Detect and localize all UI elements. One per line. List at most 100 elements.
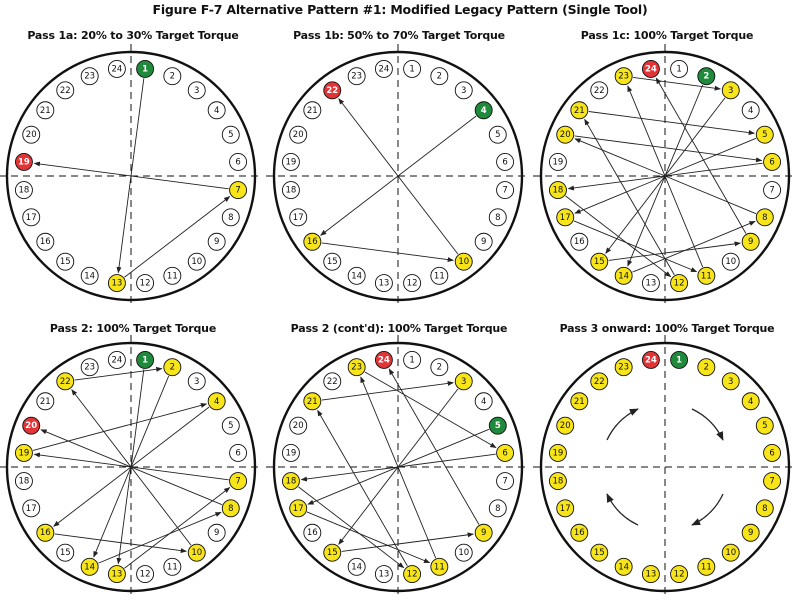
sequence-arrow-15-to-9 <box>341 532 474 552</box>
bolt-number-18: 18 <box>286 186 297 196</box>
bolt-number-5: 5 <box>495 130 500 140</box>
bolt-number-14: 14 <box>618 271 629 281</box>
sequence-arrow-12-to-21 <box>584 118 675 276</box>
bolt-hole-18 <box>14 472 33 491</box>
bolt-number-24: 24 <box>378 355 390 365</box>
bolt-20: 20 <box>289 416 308 435</box>
bolt-number-1: 1 <box>409 64 414 74</box>
bolt-hole-17 <box>556 499 575 518</box>
bolt-hole-10 <box>721 543 740 562</box>
bolt-14: 14 <box>347 557 366 576</box>
bolt-hole-21 <box>36 101 55 120</box>
sequence-arrow-3-to-15 <box>605 97 726 254</box>
bolt-number-22: 22 <box>594 377 605 387</box>
bolt-hole-11 <box>430 557 449 576</box>
bolt-hole-6 <box>763 443 782 462</box>
bolt-number-9: 9 <box>481 528 486 538</box>
bolt-hole-9 <box>207 523 226 542</box>
bolt-23: 23 <box>614 67 633 86</box>
bolt-number-6: 6 <box>502 157 507 167</box>
bolt-hole-16 <box>303 523 322 542</box>
bolt-hole-5 <box>755 416 774 435</box>
bolt-number-12: 12 <box>674 279 685 289</box>
bolt-14: 14 <box>614 266 633 285</box>
bolt-6: 6 <box>763 443 782 462</box>
bolt-4: 4 <box>741 392 760 411</box>
sequence-arrow-9-to-24 <box>388 368 480 525</box>
bolt-number-16: 16 <box>40 528 51 538</box>
bolt-16: 16 <box>570 232 589 251</box>
bolt-11: 11 <box>163 557 182 576</box>
bolt-16: 16 <box>303 232 322 251</box>
rotation-arrow-1 <box>691 408 724 441</box>
bolt-hole-11 <box>697 266 716 285</box>
bolt-hole-20 <box>289 125 308 144</box>
sequence-arrow-18-to-12 <box>565 195 672 278</box>
sequence-arrow-21-to-3 <box>321 380 454 401</box>
bolt-3: 3 <box>187 81 206 100</box>
bolt-number-10: 10 <box>458 257 469 267</box>
bolt-number-20: 20 <box>26 130 37 140</box>
bolt-number-13: 13 <box>111 279 122 289</box>
bolt-number-23: 23 <box>618 363 629 373</box>
bolt-hole-9 <box>207 232 226 251</box>
bolt-number-16: 16 <box>40 237 51 247</box>
bolt-hole-19 <box>14 443 33 462</box>
bolt-19: 19 <box>281 152 300 171</box>
bolt-number-7: 7 <box>769 186 774 196</box>
bolt-number-20: 20 <box>293 130 304 140</box>
bolt-13: 13 <box>107 274 126 293</box>
bolt-number-9: 9 <box>214 237 219 247</box>
bolt-hole-10 <box>187 543 206 562</box>
bolt-hole-21 <box>303 392 322 411</box>
bolt-number-4: 4 <box>748 106 753 116</box>
bolt-15: 15 <box>323 252 342 271</box>
bolt-20: 20 <box>556 125 575 144</box>
bolt-hole-14 <box>614 266 633 285</box>
bolt-number-21: 21 <box>574 397 585 407</box>
bolt-number-9: 9 <box>748 237 753 247</box>
bolt-number-17: 17 <box>26 213 37 223</box>
bolt-5: 5 <box>755 416 774 435</box>
bolt-hole-3 <box>721 81 740 100</box>
bolt-hole-13 <box>107 274 126 293</box>
bolt-hole-11 <box>163 266 182 285</box>
bolt-number-5: 5 <box>495 421 501 431</box>
bolt-number-11: 11 <box>167 562 178 572</box>
bolt-number-7: 7 <box>235 477 240 487</box>
bolt-hole-24 <box>374 59 393 78</box>
bolt-number-2: 2 <box>703 72 709 82</box>
bolt-hole-24 <box>641 350 660 369</box>
bolt-18: 18 <box>548 181 567 200</box>
bolt-11: 11 <box>163 266 182 285</box>
bolt-hole-18 <box>281 472 300 491</box>
bolt-hole-13 <box>374 274 393 293</box>
bolt-10: 10 <box>187 543 206 562</box>
bolt-5: 5 <box>755 125 774 144</box>
bolt-hole-7 <box>496 181 515 200</box>
bolt-17: 17 <box>289 499 308 518</box>
bolt-hole-18 <box>548 181 567 200</box>
bolt-hole-15 <box>56 543 75 562</box>
bolt-hole-17 <box>289 499 308 518</box>
bolt-hole-14 <box>347 266 366 285</box>
bolt-number-11: 11 <box>434 562 445 572</box>
bolt-hole-7 <box>763 181 782 200</box>
bolt-number-3: 3 <box>194 377 199 387</box>
bolt-8: 8 <box>488 208 507 227</box>
bolt-hole-1 <box>403 350 422 369</box>
figure-title: Figure F-7 Alternative Pattern #1: Modif… <box>152 2 648 17</box>
bolt-number-14: 14 <box>351 271 362 281</box>
bolt-hole-17 <box>22 208 41 227</box>
bolt-hole-3 <box>187 81 206 100</box>
bolt-hole-18 <box>548 472 567 491</box>
bolt-number-16: 16 <box>574 528 585 538</box>
bolt-hole-5 <box>221 416 240 435</box>
bolt-hole-23 <box>80 67 99 86</box>
bolt-10: 10 <box>187 252 206 271</box>
bolt-number-6: 6 <box>769 448 774 458</box>
bolt-hole-12 <box>136 565 155 584</box>
bolt-hole-3 <box>721 372 740 391</box>
bolt-number-4: 4 <box>481 397 486 407</box>
